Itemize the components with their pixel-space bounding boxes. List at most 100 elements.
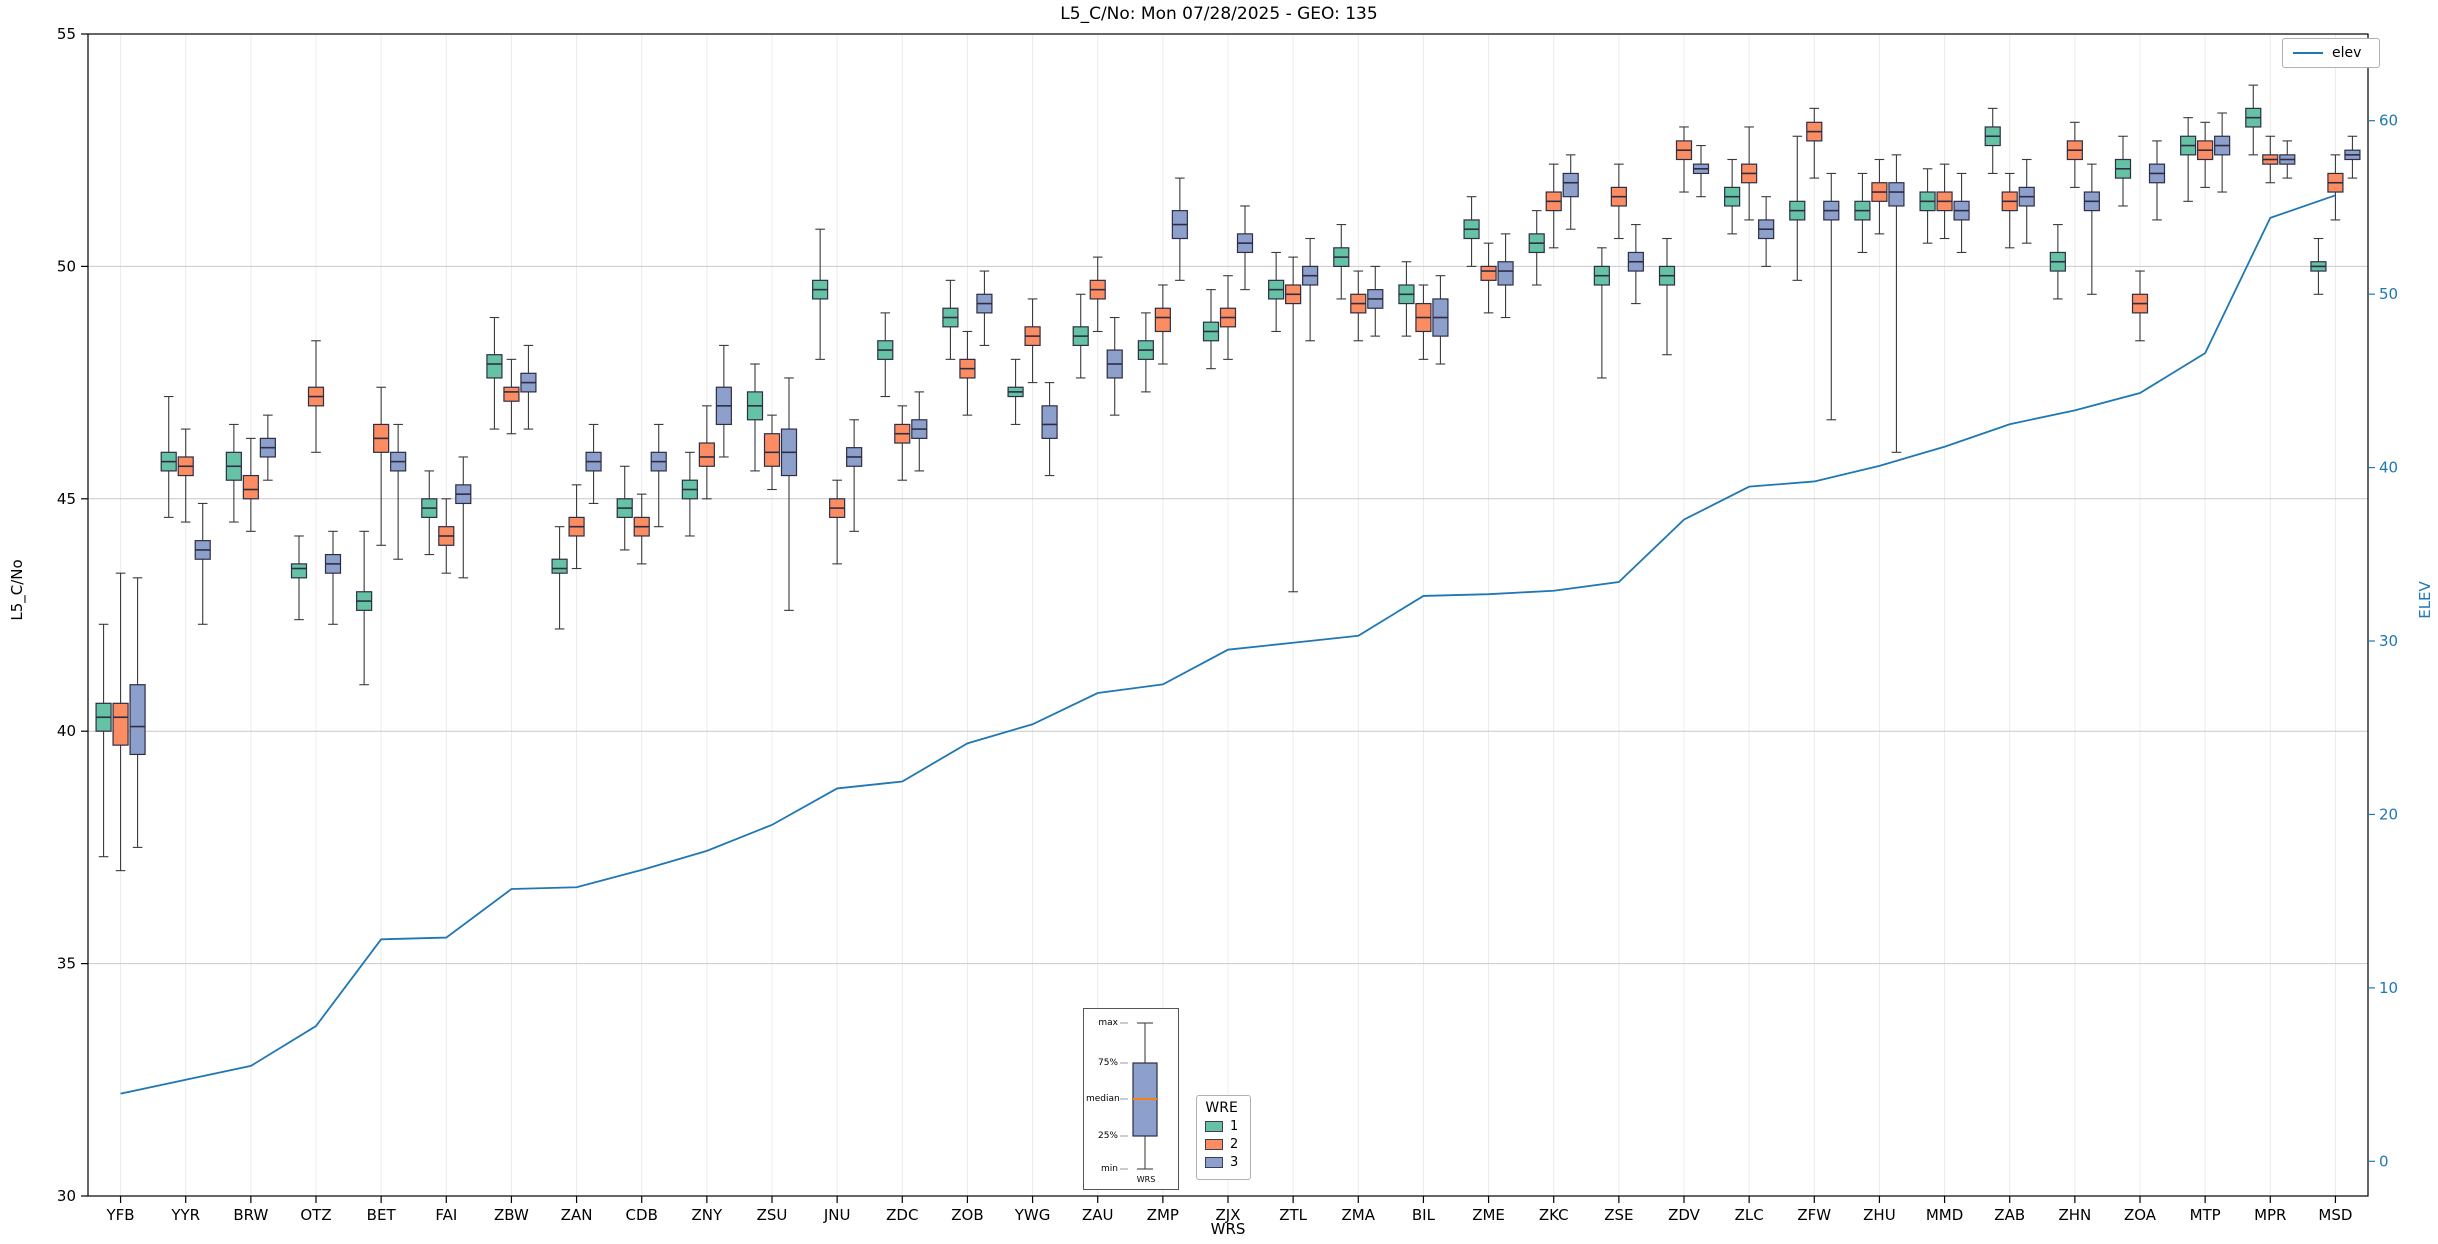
box-3-ZOB bbox=[976, 270, 993, 346]
wre-2-label: 2 bbox=[1230, 1137, 1239, 1152]
box-2-MMD bbox=[1936, 163, 1953, 240]
inset-boxplot bbox=[1120, 1022, 1158, 1170]
box-1-ZKC bbox=[1528, 210, 1545, 286]
x-tick-label: ZSE bbox=[1604, 1206, 1633, 1224]
x-tick-label: YFB bbox=[106, 1206, 135, 1224]
box-3-ZKC bbox=[1562, 154, 1579, 230]
box-1-ZAN bbox=[551, 526, 568, 630]
box-3-ZNY bbox=[715, 344, 732, 458]
elev-line bbox=[120, 194, 2336, 1095]
box-1-ZNY bbox=[681, 451, 698, 537]
box-1-ZJX bbox=[1202, 289, 1220, 370]
box-3-BET bbox=[390, 423, 407, 560]
x-tick-label: ZME bbox=[1472, 1206, 1505, 1224]
wre-3-swatch bbox=[1205, 1157, 1223, 1168]
box-3-ZJX bbox=[1236, 205, 1254, 291]
y-right-tick-label: 30 bbox=[2379, 632, 2398, 650]
box-3-ZAU bbox=[1106, 316, 1123, 416]
box-2-FAI bbox=[438, 498, 455, 574]
y-right-tick-label: 60 bbox=[2379, 112, 2398, 130]
legend-elev-label: elev bbox=[2332, 45, 2362, 61]
legend-elev: elev bbox=[2282, 38, 2380, 68]
y-left-tick-label: 45 bbox=[57, 490, 76, 508]
x-tick-label: ZKC bbox=[1539, 1206, 1569, 1224]
box-2-ZAB bbox=[2001, 172, 2018, 249]
box-1-ZOB bbox=[942, 279, 959, 360]
box-3-FAI bbox=[455, 456, 472, 579]
box-1-MPR bbox=[2245, 84, 2262, 156]
box-1-BIL bbox=[1398, 261, 1415, 337]
legend-wre-entry-3: 3 bbox=[1205, 1155, 1238, 1170]
x-tick-label: ZAU bbox=[1082, 1206, 1114, 1224]
x-tick-label: MTP bbox=[2190, 1206, 2221, 1224]
box-3-ZDC bbox=[911, 391, 928, 472]
x-tick-label: JNU bbox=[823, 1206, 851, 1224]
box-1-YFB bbox=[95, 623, 112, 858]
wre-3-label: 3 bbox=[1230, 1155, 1239, 1170]
box-3-CDB bbox=[650, 423, 667, 528]
y-axis-label-right: ELEV bbox=[2416, 581, 2434, 619]
inset-label-median: median bbox=[1086, 1094, 1120, 1104]
box-3-ZMP bbox=[1171, 177, 1188, 281]
box-3-MSD bbox=[2344, 135, 2361, 179]
box-2-YFB bbox=[112, 572, 129, 872]
box-1-MSD bbox=[2310, 237, 2327, 295]
box-3-ZHU bbox=[1888, 154, 1905, 453]
box-1-FAI bbox=[421, 470, 438, 556]
x-tick-label: MSD bbox=[2318, 1206, 2352, 1224]
box-2-ZTL bbox=[1285, 256, 1302, 593]
box-1-YWG bbox=[1007, 358, 1024, 425]
wre-1-swatch bbox=[1205, 1121, 1223, 1132]
box-2-ZDC bbox=[894, 405, 911, 481]
chart-title: L5_C/No: Mon 07/28/2025 - GEO: 135 bbox=[1060, 4, 1378, 24]
box-1-ZBW bbox=[486, 316, 503, 430]
x-tick-label: ZNY bbox=[692, 1206, 723, 1224]
wre-1-label: 1 bbox=[1230, 1119, 1239, 1134]
x-tick-label: BET bbox=[367, 1206, 397, 1224]
inset-label-max: max bbox=[1098, 1018, 1118, 1028]
box-3-ZAN bbox=[585, 423, 602, 504]
inset-label-min: min bbox=[1101, 1164, 1118, 1174]
x-tick-label: ZMA bbox=[1342, 1206, 1376, 1224]
x-tick-label: ZJX bbox=[1216, 1206, 1241, 1224]
box-2-ZNY bbox=[698, 405, 715, 500]
box-3-BRW bbox=[259, 414, 276, 481]
box-1-BRW bbox=[225, 423, 242, 523]
x-tick-label: ZBW bbox=[494, 1206, 529, 1224]
legend-wre: WRE 1 2 3 bbox=[1196, 1095, 1252, 1180]
box-2-MPR bbox=[2262, 135, 2279, 184]
box-3-ZBW bbox=[520, 344, 537, 430]
box-1-ZMA bbox=[1333, 224, 1350, 300]
box-2-YWG bbox=[1024, 298, 1041, 384]
box-1-CDB bbox=[616, 465, 633, 551]
box-3-BIL bbox=[1432, 275, 1449, 365]
box-3-ZME bbox=[1497, 233, 1514, 319]
box-2-ZHN bbox=[2066, 121, 2083, 188]
x-tick-label: MPR bbox=[2254, 1206, 2286, 1224]
box-1-ZHU bbox=[1854, 172, 1871, 254]
x-tick-label: FAI bbox=[435, 1206, 457, 1224]
x-tick-label: YYR bbox=[170, 1206, 200, 1224]
legend-wre-entry-1: 1 bbox=[1205, 1119, 1238, 1134]
y-left-tick-label: 30 bbox=[57, 1187, 76, 1205]
box-3-JNU bbox=[846, 419, 863, 532]
box-3-ZMA bbox=[1367, 265, 1384, 337]
box-1-MMD bbox=[1919, 168, 1936, 244]
box-2-ZSE bbox=[1610, 163, 1627, 240]
box-3-ZLC bbox=[1758, 196, 1775, 267]
box-2-MSD bbox=[2327, 154, 2344, 221]
box-3-MMD bbox=[1953, 172, 1970, 254]
box-1-ZHN bbox=[2049, 224, 2066, 300]
box-1-ZSU bbox=[746, 363, 764, 472]
box-2-ZJX bbox=[1219, 275, 1237, 360]
x-tick-label: ZAB bbox=[1994, 1206, 2025, 1224]
box-1-ZTL bbox=[1268, 251, 1285, 333]
box-2-BRW bbox=[242, 437, 259, 532]
box-2-ZAN bbox=[568, 484, 585, 570]
box-3-ZHN bbox=[2083, 163, 2100, 295]
wre-2-swatch bbox=[1205, 1139, 1223, 1150]
box-2-ZKC bbox=[1545, 163, 1562, 249]
x-tick-label: ZHN bbox=[2058, 1206, 2091, 1224]
y-right-tick-label: 50 bbox=[2379, 285, 2398, 303]
